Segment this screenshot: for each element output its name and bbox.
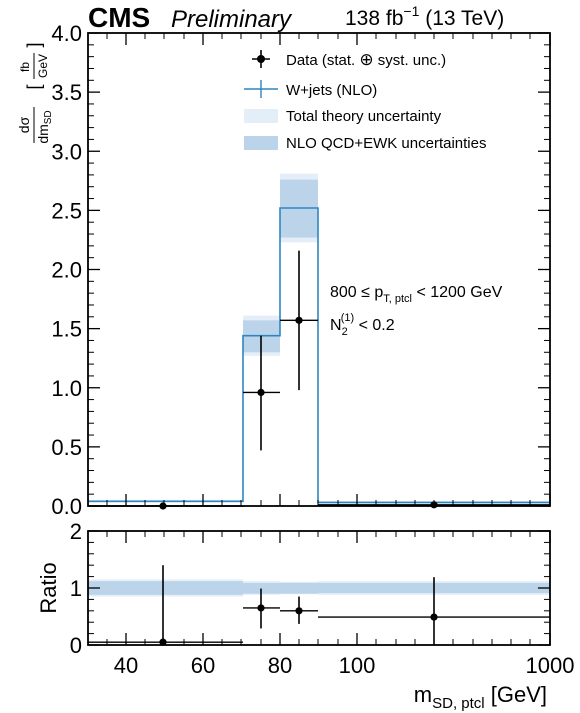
ratio-point	[88, 565, 243, 646]
xtick-label: 60	[191, 653, 215, 678]
ratio-marker	[295, 607, 303, 615]
experiment-label: CMS	[88, 2, 150, 33]
chart-header: CMS Preliminary 138 fb−1 (13 TeV)	[88, 2, 504, 33]
legend: Data (stat. ⊕ syst. unc.) W+jets (NLO) T…	[244, 50, 487, 152]
legend-theory-label: Total theory uncertainty	[286, 108, 442, 125]
ratio-marker	[430, 613, 438, 621]
ratio-nlo-band-bin	[280, 582, 318, 594]
svg-text:[: [	[24, 84, 44, 89]
legend-data-label: Data (stat. ⊕ syst. unc.)	[286, 50, 446, 69]
ylabel-numerator: dσ	[16, 116, 32, 133]
legend-wjets-label: W+jets (NLO)	[286, 82, 377, 99]
ratio-nlo-band-bin	[243, 582, 280, 594]
xtick-label: 80	[268, 653, 292, 678]
svg-text:]: ]	[24, 42, 44, 47]
data-marker	[257, 388, 265, 397]
data-point	[280, 250, 318, 391]
ratio-marker	[257, 604, 265, 612]
ylabel-denominator: dmSD	[35, 110, 54, 143]
n2-cut-annotation: N2(1) < 0.2	[330, 312, 395, 338]
pt-cut-annotation: 800 ≤ pT, ptcl < 1200 GeV	[330, 284, 503, 305]
ratio-point	[318, 577, 550, 645]
main-ytick-label: 2.0	[51, 258, 82, 283]
ratio-panel: 0 1 2 40 60 80 100 1000 Ratio mSD, ptcl [GeV]	[36, 519, 574, 712]
ratio-ytick-label: 1	[70, 576, 82, 601]
legend-item-theory: Total theory uncertainty	[244, 108, 442, 125]
wjets-histogram-line	[88, 207, 550, 504]
ylabel-unit-numerator: fb	[18, 62, 32, 72]
legend-item-wjets: W+jets (NLO)	[244, 80, 377, 99]
legend-item-nlo: NLO QCD+EWK uncertainties	[244, 135, 487, 152]
main-ytick-label: 3.0	[51, 139, 82, 164]
ratio-ytick-label: 2	[70, 519, 82, 544]
main-ytick-label: 3.5	[51, 80, 82, 105]
oplus-symbol: ⊕	[359, 50, 373, 69]
ylabel-unit-denominator: GeV	[36, 54, 50, 78]
main-frame	[87, 32, 551, 507]
legend-nlo-label: NLO QCD+EWK uncertainties	[286, 135, 487, 152]
ratio-nlo-band-bin	[88, 581, 243, 595]
ratio-ytick-label: 0	[70, 633, 82, 658]
main-ytick-label: 4.0	[51, 21, 82, 46]
status-label: Preliminary	[171, 6, 293, 33]
legend-item-data: Data (stat. ⊕ syst. unc.)	[252, 50, 446, 69]
main-ytick-label: 0.5	[51, 435, 82, 460]
xtick-label: 40	[114, 653, 138, 678]
x-axis-label: mSD, ptcl [GeV]	[414, 682, 547, 712]
main-y-axis-label: dσ dmSD [ fb GeV ]	[16, 42, 54, 143]
data-point	[243, 335, 280, 451]
main-ytick-label: 1.0	[51, 376, 82, 401]
data-marker	[295, 316, 303, 324]
ratio-y-axis-label: Ratio	[36, 562, 61, 613]
main-panel: 0.0 0.5 1.0 1.5 2.0 2.5 3.0 3.5 4.0 dσ dmSD [ fb…	[16, 21, 551, 519]
main-ytick-label: 2.5	[51, 198, 82, 223]
ratio-point	[280, 596, 318, 624]
xtick-label: 1000	[526, 653, 575, 678]
lumi-label: 138 fb−1 (13 TeV)	[345, 3, 504, 30]
ratio-marker	[159, 638, 167, 646]
xtick-label: 100	[339, 653, 376, 678]
main-ytick-label: 0.0	[51, 494, 82, 519]
main-ytick-label: 1.5	[51, 317, 82, 342]
ratio-point	[243, 588, 280, 629]
